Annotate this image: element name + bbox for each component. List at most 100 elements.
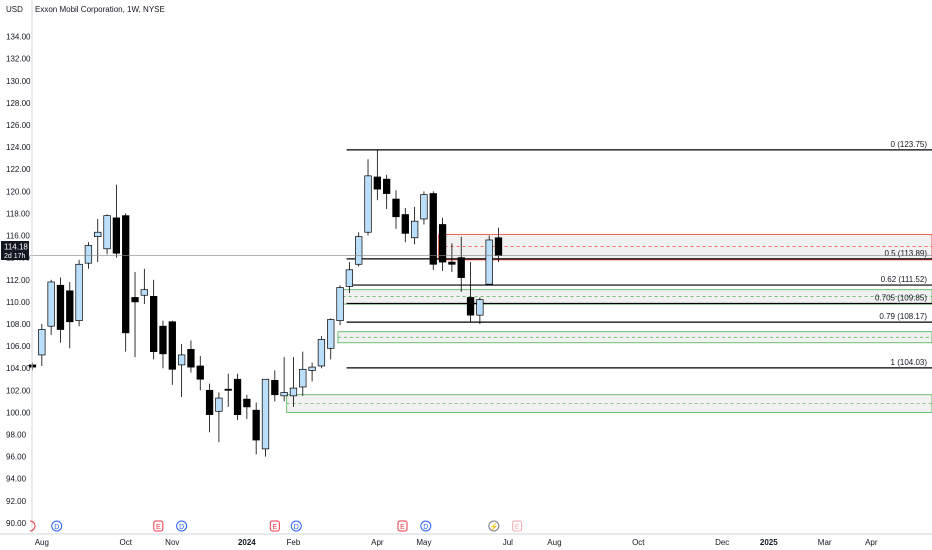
dividend-event-icon[interactable]: D <box>176 520 188 532</box>
candles <box>28 150 503 457</box>
candle <box>420 191 428 225</box>
y-tick-label: 90.00 <box>6 519 27 528</box>
earnings-event-icon[interactable]: E <box>269 520 280 532</box>
earnings-event-icon[interactable]: E <box>397 520 408 532</box>
candle <box>457 236 465 292</box>
candle <box>159 320 167 369</box>
dividend-event-icon[interactable]: D <box>290 520 302 532</box>
candle-body-down <box>131 297 139 303</box>
event-letter: D <box>423 524 428 531</box>
x-tick-label: May <box>416 538 431 547</box>
green-zone <box>342 289 932 305</box>
candle <box>150 279 158 360</box>
earnings-icon-shape <box>397 520 408 532</box>
candle-body-up <box>75 263 83 322</box>
candle-body-up <box>364 175 372 233</box>
y-tick-label: 132.00 <box>6 55 31 64</box>
candle <box>364 159 372 236</box>
candle <box>280 357 288 402</box>
x-tick-label: Jul <box>503 538 513 547</box>
candle-body-up <box>485 239 493 285</box>
candle <box>38 323 46 366</box>
y-tick-label: 98.00 <box>6 431 27 440</box>
candle <box>327 318 335 360</box>
fibonacci-retracement[interactable]: 0 (123.75) 0.5 (113.89) 0.62 (111.52) 0.705… <box>346 140 932 369</box>
candle-body-down <box>252 409 260 441</box>
candle <box>252 402 260 455</box>
candle-body-down <box>205 389 214 415</box>
y-tick-label: 94.00 <box>6 475 27 484</box>
candle-body-down <box>271 380 279 396</box>
candle-body-up <box>140 289 148 296</box>
candle <box>131 272 139 358</box>
candle <box>140 268 148 305</box>
candle-body-down <box>122 215 130 334</box>
earnings-event-icon[interactable]: E <box>153 520 164 532</box>
dividend-event-icon[interactable]: D <box>51 520 63 532</box>
future-earnings-event-icon[interactable]: E <box>512 520 523 532</box>
x-tick-label: Aug <box>547 538 561 547</box>
y-tick-label: 118.00 <box>6 209 30 218</box>
candle-body-down <box>224 388 232 391</box>
candle-body-down <box>243 398 251 408</box>
candle <box>122 213 130 352</box>
candle-body-up <box>47 281 55 327</box>
dividend-event-icon[interactable]: D <box>420 520 432 532</box>
candle <box>177 343 186 397</box>
x-tick-label: Nov <box>165 538 179 547</box>
candle-body-up <box>410 220 419 239</box>
y-tick-label: 106.00 <box>6 342 31 351</box>
candle <box>448 243 456 273</box>
candle-body-down <box>466 297 475 316</box>
candle <box>299 351 307 396</box>
candle <box>317 336 326 369</box>
candle <box>373 150 381 201</box>
candle-body-down <box>448 261 456 265</box>
candle-body-down <box>56 284 65 330</box>
x-tick-label: Aug <box>35 538 49 547</box>
y-tick-label: 126.00 <box>6 121 31 130</box>
candle-body-up <box>289 387 298 397</box>
x-tick-label: 2025 <box>760 538 778 547</box>
event-letter: D <box>294 524 299 531</box>
x-tick-label: Mar <box>818 538 832 547</box>
candle-body-up <box>345 269 354 287</box>
candle <box>401 207 409 243</box>
y-tick-label: 134.00 <box>6 33 31 42</box>
candle <box>438 217 447 271</box>
x-tick-label: 2024 <box>238 538 256 547</box>
x-axis[interactable]: Aug Oct Nov 2024 Feb Apr May Jul Aug Oct Dec 2025 Ma… <box>0 533 932 547</box>
fib-level-label: 0 (123.75) <box>891 140 928 149</box>
fib-level-label: 0.62 (111.52) <box>881 275 928 284</box>
dividend-icon-shape <box>176 520 188 532</box>
bar-countdown-label: 2d 17h <box>4 253 26 260</box>
candle <box>476 297 484 324</box>
y-tick-label: 108.00 <box>6 320 31 329</box>
candle-body-up <box>336 287 344 322</box>
candle <box>271 370 279 402</box>
candle-body-up <box>476 299 484 316</box>
dividend-icon-shape <box>290 520 302 532</box>
event-letter: E <box>156 524 161 531</box>
y-tick-label: 128.00 <box>6 99 31 108</box>
candle <box>243 394 251 420</box>
candle <box>66 281 74 349</box>
split-event-icon[interactable]: ⚡ <box>488 520 500 532</box>
y-axis[interactable]: 134.00 132.00 130.00 128.00 126.00 124.00 122.… <box>6 0 33 534</box>
candle <box>187 340 195 373</box>
candle <box>485 235 493 286</box>
x-tick-label: Apr <box>865 538 878 547</box>
event-letter: D <box>179 524 184 531</box>
partial-earnings-icon <box>29 520 36 532</box>
candle-body-up <box>94 231 102 238</box>
candle <box>410 206 419 245</box>
event-letter: E <box>515 524 520 531</box>
candle-body-down <box>429 193 437 265</box>
candle-body-down <box>196 365 204 380</box>
candle <box>196 356 204 391</box>
candle-body-up <box>215 397 223 412</box>
candle-body-up <box>177 354 186 366</box>
zones <box>286 234 932 413</box>
